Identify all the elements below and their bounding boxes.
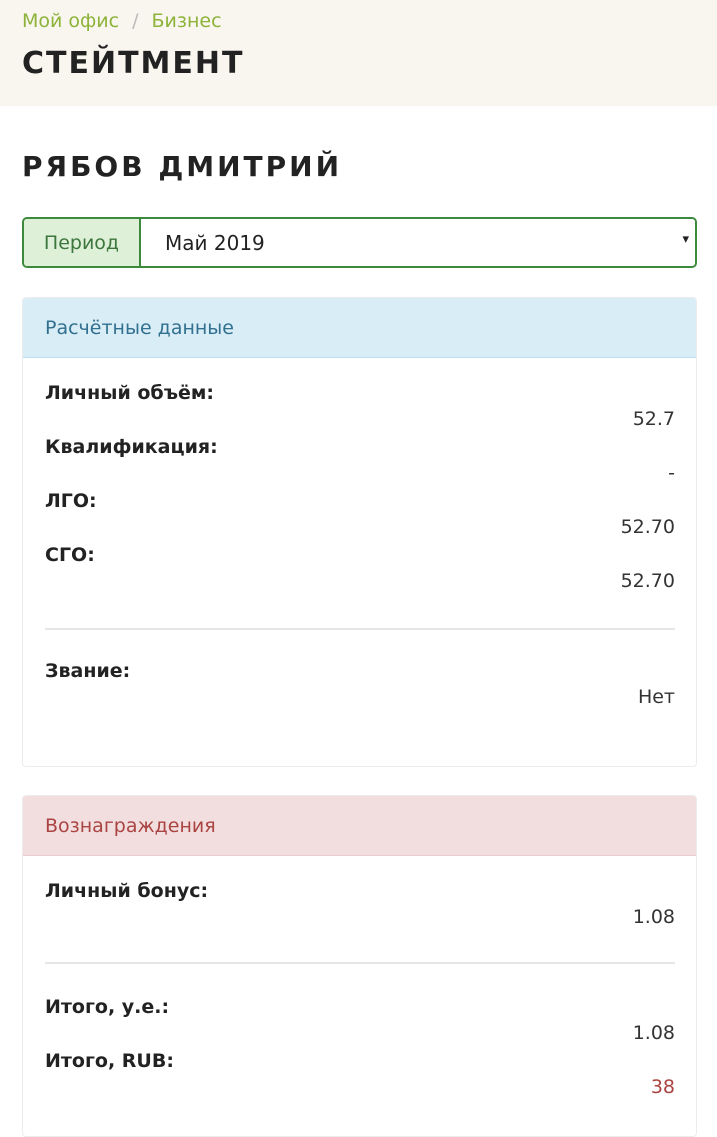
total-rub-value: 38 xyxy=(650,1076,675,1098)
period-selected-value: Май 2019 xyxy=(165,230,265,255)
rewards-panel: Вознаграждения Личный бонус: 1.08 Итого,… xyxy=(22,795,697,1137)
rewards-row-total-ue: Итого, у.е.: 1.08 xyxy=(45,996,675,1050)
page-title: СТЕЙТМЕНТ xyxy=(22,46,245,81)
row-value: 52.7 xyxy=(632,408,675,430)
divider xyxy=(45,628,675,630)
row-label: Звание: xyxy=(45,660,131,682)
row-value: 52.70 xyxy=(620,570,675,592)
chevron-down-icon: ▾ xyxy=(682,232,689,247)
breadcrumb-link-business[interactable]: Бизнес xyxy=(151,10,222,32)
rewards-panel-title: Вознаграждения xyxy=(23,796,696,856)
row-label: Квалификация: xyxy=(45,436,218,458)
row-label: Итого, у.е.: xyxy=(45,996,170,1018)
row-value: 52.70 xyxy=(620,516,675,538)
person-name: РЯБОВ ДМИТРИЙ xyxy=(22,150,343,183)
breadcrumb: Мой офис / Бизнес xyxy=(22,10,222,32)
divider xyxy=(45,962,675,964)
row-label: Итого, RUB: xyxy=(45,1050,174,1072)
row-value: 1.08 xyxy=(632,1022,675,1044)
row-label: Личный объём: xyxy=(45,382,214,404)
rewards-row-personal-bonus: Личный бонус: 1.08 xyxy=(45,880,675,934)
period-label: Период xyxy=(24,219,141,266)
calc-data-panel: Расчётные данные Личный объём: 52.7 Квал… xyxy=(22,297,697,767)
period-select[interactable]: Май 2019 ▾ xyxy=(141,219,695,266)
page-header: Мой офис / Бизнес СТЕЙТМЕНТ xyxy=(0,0,717,106)
calc-row-lgo: ЛГО: 52.70 xyxy=(45,490,675,544)
row-value: Нет xyxy=(637,686,675,708)
rewards-row-total-rub: Итого, RUB: 38 xyxy=(45,1050,675,1104)
calc-row-sgo: СГО: 52.70 xyxy=(45,544,675,598)
row-label: Личный бонус: xyxy=(45,880,209,902)
row-label: СГО: xyxy=(45,544,95,566)
breadcrumb-link-my-office[interactable]: Мой офис xyxy=(22,10,120,32)
calc-data-panel-title: Расчётные данные xyxy=(23,298,696,358)
period-selector: Период Май 2019 ▾ xyxy=(22,217,697,268)
row-value: - xyxy=(668,462,675,484)
calc-row-rank: Звание: Нет xyxy=(45,660,675,714)
calc-row-personal-volume: Личный объём: 52.7 xyxy=(45,382,675,436)
breadcrumb-separator: / xyxy=(132,10,139,32)
row-value: 1.08 xyxy=(632,906,675,928)
row-label: ЛГО: xyxy=(45,490,97,512)
calc-row-qualification: Квалификация: - xyxy=(45,436,675,490)
